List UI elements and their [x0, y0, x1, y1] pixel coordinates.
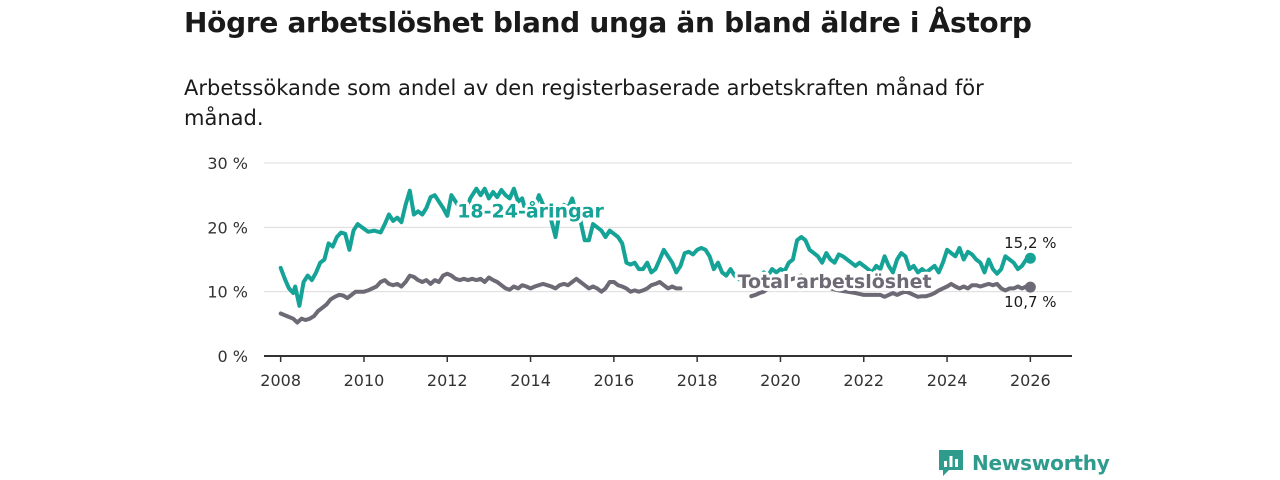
series-line-total — [749, 273, 1033, 299]
series-label-halo: Total arbetslöshet — [738, 271, 932, 293]
y-tick-label: 20 % — [207, 218, 248, 237]
x-tick-label: 2024 — [927, 371, 968, 390]
series-label: 18-24-åringar — [457, 199, 604, 223]
page-subtitle: Arbetssökande som andel av den registerb… — [184, 76, 984, 130]
end-label-youth: 15,2 % — [1004, 234, 1056, 252]
y-tick-label: 0 % — [218, 347, 248, 366]
end-point-youth — [1024, 252, 1036, 264]
brand-name: Newsworthy — [972, 451, 1110, 475]
y-tick-label: 30 % — [207, 154, 248, 173]
series-line-youth — [278, 186, 1033, 308]
newsworthy-logo-icon — [939, 450, 963, 476]
x-tick-label: 2026 — [1010, 371, 1051, 390]
x-tick-label: 2010 — [344, 371, 385, 390]
end-point-total — [1024, 281, 1036, 293]
x-tick-label: 2016 — [593, 371, 634, 390]
x-tick-label: 2012 — [427, 371, 468, 390]
x-tick-label: 2008 — [260, 371, 301, 390]
brand-logo: Newsworthy — [937, 448, 1110, 478]
series-line-total — [278, 271, 683, 325]
x-tick-label: 2014 — [510, 371, 551, 390]
series-label-halo: 18-24-åringar — [457, 199, 604, 223]
end-label-total: 10,7 % — [1004, 293, 1056, 311]
page-title: Högre arbetslöshet bland unga än bland ä… — [184, 6, 1032, 39]
x-tick-label: 2022 — [843, 371, 884, 390]
x-tick-label: 2018 — [677, 371, 718, 390]
y-tick-label: 10 % — [207, 283, 248, 302]
x-tick-label: 2020 — [760, 371, 801, 390]
series-label: Total arbetslöshet — [738, 271, 932, 293]
